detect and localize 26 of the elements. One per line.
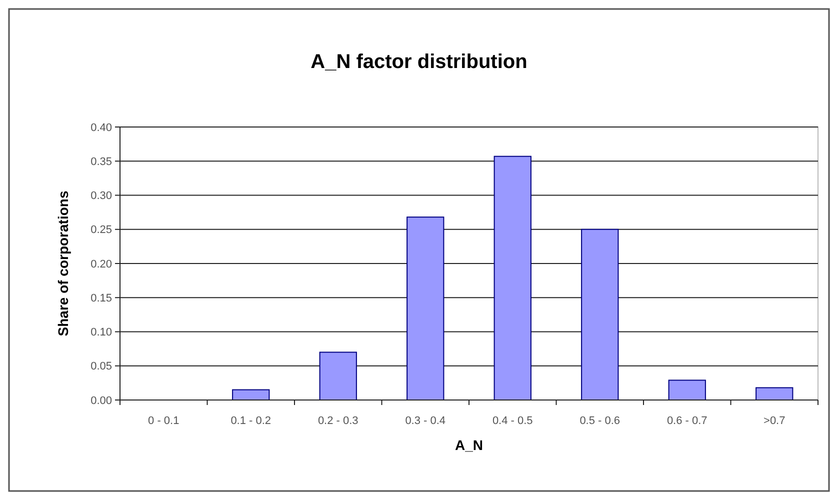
- x-tick-label: 0.5 - 0.6: [580, 415, 620, 427]
- y-tick-label: 0.35: [90, 156, 112, 168]
- y-tick-label: 0.40: [90, 122, 112, 134]
- x-axis-title: A_N: [454, 437, 484, 453]
- x-tick-label: >0.7: [764, 415, 786, 427]
- bar: [668, 380, 706, 400]
- x-tick-label: 0.3 - 0.4: [405, 415, 446, 427]
- y-tick-label: 0.10: [90, 326, 112, 339]
- x-tick-label: 0.1 - 0.2: [230, 415, 272, 427]
- x-tick-label: 0.6 - 0.7: [666, 415, 708, 427]
- x-tick-label: 0 - 0.1: [148, 415, 180, 427]
- y-tick-label: 0.20: [90, 258, 112, 270]
- bar: [319, 352, 357, 400]
- y-tick-label: 0.15: [90, 292, 112, 304]
- y-tick-label: 0.30: [90, 190, 112, 202]
- y-tick-label: 0.00: [90, 394, 112, 407]
- y-tick-label: 0.25: [90, 224, 112, 236]
- y-axis-title: Share of corporations: [55, 190, 71, 336]
- chart-title: A_N factor distribution: [310, 51, 528, 73]
- bar: [406, 216, 444, 400]
- bar: [581, 228, 619, 400]
- bar: [494, 156, 532, 400]
- x-tick-label: 0.4 - 0.5: [492, 415, 533, 427]
- x-tick-label: 0.2 - 0.3: [318, 415, 358, 427]
- y-tick-label: 0.05: [90, 360, 112, 373]
- bar: [756, 387, 794, 400]
